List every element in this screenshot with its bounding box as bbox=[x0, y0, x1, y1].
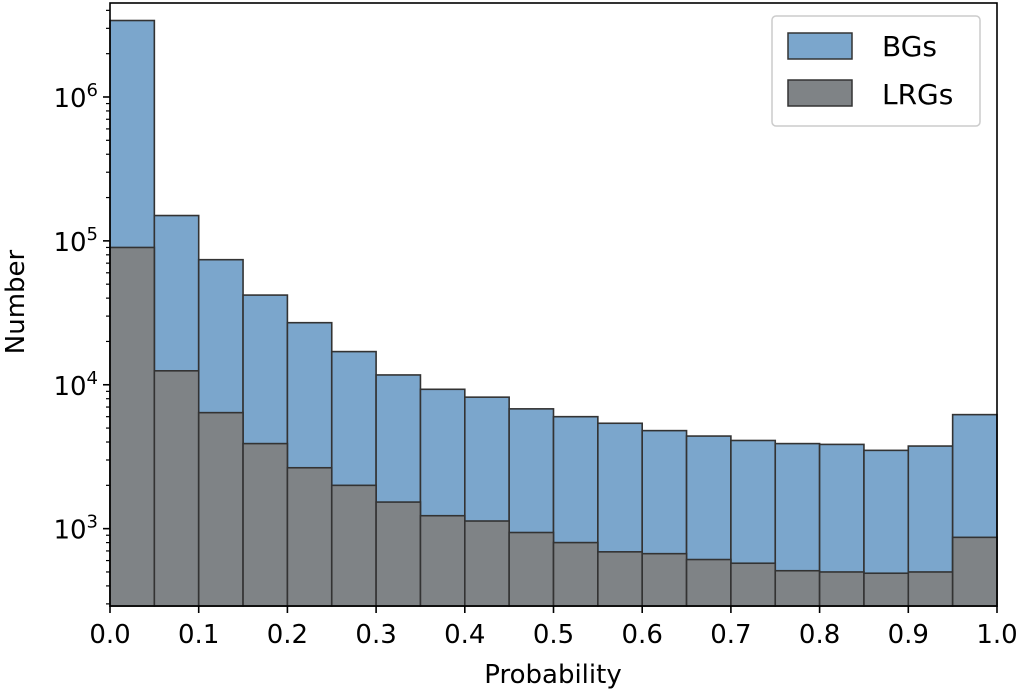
legend: BGs LRGs bbox=[771, 15, 981, 127]
lrgs-bar bbox=[463, 520, 510, 607]
lrgs-bar bbox=[641, 552, 688, 607]
legend-label-lrgs: LRGs bbox=[882, 78, 953, 111]
x-tick-label: 0.9 bbox=[888, 620, 929, 650]
lrgs-bar bbox=[730, 562, 777, 607]
x-tick-label: 0.4 bbox=[444, 620, 485, 650]
x-tick-label: 0.0 bbox=[89, 620, 130, 650]
lrgs-bar bbox=[330, 484, 377, 607]
lrgs-bar bbox=[375, 501, 422, 607]
y-tick-label: 106 bbox=[53, 80, 98, 114]
x-axis-ticks: 0.0 0.1 0.2 0.3 0.4 0.5 0.6 0.7 0.8 0.9 1.0 bbox=[89, 606, 1018, 650]
lrgs-bar bbox=[153, 370, 200, 607]
lrgs-bar bbox=[907, 571, 954, 607]
plot-area bbox=[109, 19, 998, 607]
x-tick-label: 0.1 bbox=[178, 620, 219, 650]
x-tick-label: 0.5 bbox=[533, 620, 574, 650]
lrgs-bar bbox=[685, 558, 732, 607]
legend-label-bgs: BGs bbox=[882, 30, 937, 63]
legend-swatch-lrgs bbox=[787, 79, 853, 107]
x-tick-label: 0.8 bbox=[799, 620, 840, 650]
lrgs-bar bbox=[242, 442, 289, 607]
x-axis-label: Probability bbox=[484, 660, 621, 690]
lrgs-bar bbox=[508, 531, 555, 607]
lrgs-bar bbox=[109, 246, 156, 607]
lrgs-bar bbox=[951, 536, 998, 607]
lrgs-bars bbox=[109, 246, 998, 607]
x-tick-label: 0.7 bbox=[710, 620, 751, 650]
lrgs-bar bbox=[197, 411, 244, 607]
x-tick-label: 0.3 bbox=[355, 620, 396, 650]
y-tick-label: 105 bbox=[53, 224, 98, 258]
y-axis-label: Number bbox=[1, 249, 31, 354]
x-tick-label: 0.2 bbox=[267, 620, 308, 650]
lrgs-bar bbox=[597, 551, 643, 607]
y-tick-label: 104 bbox=[53, 368, 98, 402]
lrgs-bar bbox=[863, 572, 910, 607]
legend-swatch-bgs bbox=[787, 32, 853, 60]
y-axis-ticks: 103 104 105 106 bbox=[53, 9, 110, 605]
lrgs-bar bbox=[818, 571, 865, 607]
y-tick-label: 103 bbox=[53, 512, 98, 546]
x-tick-label: 0.6 bbox=[622, 620, 663, 650]
lrgs-bar bbox=[552, 541, 599, 607]
lrgs-bar bbox=[419, 514, 466, 607]
lrgs-bar bbox=[774, 569, 821, 607]
lrgs-bar bbox=[286, 466, 333, 607]
x-tick-label: 1.0 bbox=[976, 620, 1017, 650]
